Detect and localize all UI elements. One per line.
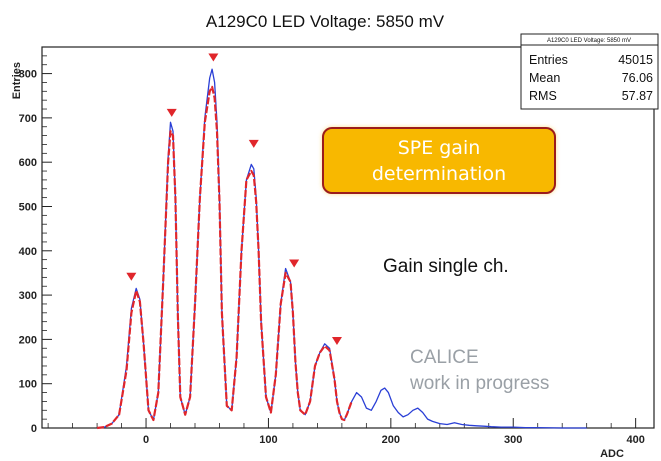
work-in-progress-watermark: work in progress [409, 373, 549, 394]
x-tick-label: 300 [504, 434, 522, 446]
y-axis: 0 100 200 300 400 500 600 700 800 [19, 46, 52, 435]
spe-gain-callout: SPE gain determination [322, 127, 556, 194]
y-tick-label: 600 [19, 157, 37, 169]
stats-entries-value: 45015 [618, 53, 653, 67]
y-tick-label: 200 [19, 334, 37, 346]
stats-entries-label: Entries [529, 53, 568, 67]
series-layer [96, 68, 587, 430]
y-tick-label: 300 [19, 290, 37, 302]
gain-single-channel-label: Gain single ch. [383, 256, 509, 277]
chart-title: A129C0 LED Voltage: 5850 mV [206, 12, 445, 31]
x-tick-label: 0 [143, 434, 149, 446]
y-tick-label: 0 [31, 423, 37, 435]
x-tick-label: 100 [259, 434, 277, 446]
y-tick-label: 700 [19, 113, 37, 125]
callout-text: SPE gain determination [371, 136, 507, 185]
stats-mean-label: Mean [529, 71, 560, 85]
fit-curve [96, 85, 353, 430]
y-tick-label: 800 [19, 69, 37, 81]
x-axis-label: ADC [600, 448, 624, 460]
x-axis: 0 100 200 300 400 [47, 418, 645, 446]
stats-rms-value: 57.87 [622, 89, 653, 103]
y-tick-label: 100 [19, 379, 37, 391]
stats-box-title: A129C0 LED Voltage: 5850 mV [547, 38, 631, 44]
peak-marker [289, 259, 300, 268]
peak-marker [126, 272, 137, 281]
stats-rms-label: RMS [529, 89, 557, 103]
y-axis-label: Entries [11, 62, 23, 99]
y-tick-label: 500 [19, 201, 37, 213]
y-tick-label: 400 [19, 246, 37, 258]
peak-markers [126, 53, 342, 346]
peak-marker [331, 337, 342, 346]
peak-marker [208, 53, 219, 62]
x-tick-label: 400 [626, 434, 644, 446]
peak-marker [166, 108, 177, 117]
x-tick-label: 200 [382, 434, 400, 446]
stats-box: A129C0 LED Voltage: 5850 mV Entries 4501… [520, 33, 659, 110]
calice-watermark: CALICE [410, 347, 479, 368]
stats-mean-value: 76.06 [622, 71, 653, 85]
plot-frame [41, 46, 655, 429]
peak-marker [248, 139, 259, 148]
